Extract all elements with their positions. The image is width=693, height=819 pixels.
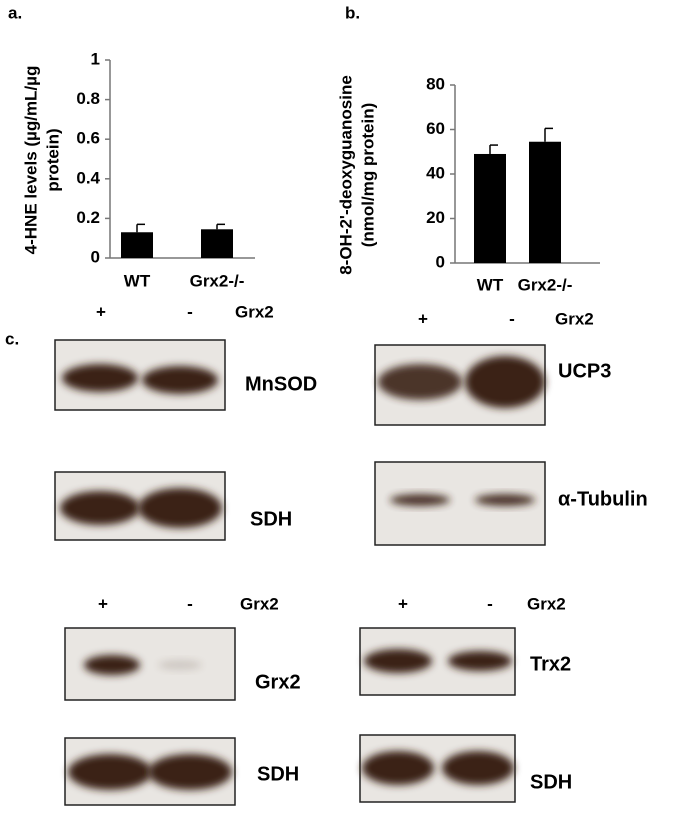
panel-label: b. [345, 3, 360, 22]
blot-band [158, 660, 202, 670]
bar [529, 141, 561, 263]
blot-band [378, 364, 462, 400]
blot-band [60, 491, 140, 525]
blot-band [362, 751, 434, 785]
lane-label: - [187, 594, 193, 613]
y-axis-label: (nmol/mg protein) [358, 103, 377, 247]
bar [201, 229, 233, 258]
lane-label: + [96, 302, 106, 321]
blot-band [148, 754, 232, 790]
band-label: Grx2 [255, 671, 301, 693]
y-tick-label: 0.4 [76, 168, 100, 187]
blot-band [138, 488, 222, 528]
blot-band [68, 754, 152, 790]
protein-label: Grx2 [235, 302, 274, 321]
blot-band [142, 366, 218, 394]
y-tick-label: 0.2 [76, 208, 100, 227]
x-tick-label: WT [477, 275, 504, 294]
protein-label: Grx2 [555, 309, 594, 328]
panel-label: a. [8, 3, 22, 22]
x-tick-label: Grx2-/- [190, 271, 245, 290]
lane-label: - [187, 302, 193, 321]
protein-label: Grx2 [240, 594, 279, 613]
lane-label: + [418, 309, 428, 328]
y-axis-label: 4-HNE levels (µg/mL/µg [21, 66, 40, 255]
y-tick-label: 1 [91, 49, 100, 68]
panel-label: c. [5, 329, 19, 348]
blot-band [390, 494, 450, 506]
band-label: SDH [530, 771, 572, 793]
lane-label: + [398, 594, 408, 613]
lane-label: - [509, 309, 515, 328]
blot-band [62, 364, 138, 392]
y-tick-label: 40 [426, 163, 445, 182]
band-label: SDH [250, 508, 292, 530]
lane-label: - [487, 594, 493, 613]
y-tick-label: 0.8 [76, 89, 100, 108]
x-tick-label: Grx2-/- [518, 275, 573, 294]
bar [474, 153, 506, 263]
blot-band [84, 655, 140, 675]
band-label: Trx2 [530, 653, 571, 675]
lane-label: + [98, 594, 108, 613]
y-tick-label: 0 [91, 247, 100, 266]
blot-band [364, 649, 432, 673]
band-label: MnSOD [245, 373, 317, 395]
y-tick-label: 0.6 [76, 129, 100, 148]
blot-band [442, 751, 514, 785]
bar [121, 232, 153, 258]
x-tick-label: WT [124, 271, 151, 290]
y-tick-label: 60 [426, 119, 445, 138]
band-label: α-Tubulin [558, 488, 648, 510]
y-axis-label: 8-OH-2'-deoxyguanosine [336, 75, 355, 275]
band-label: UCP3 [558, 360, 611, 382]
y-tick-label: 0 [436, 252, 445, 271]
y-axis-label: protein) [43, 128, 62, 191]
blot-band [465, 356, 545, 408]
blot-band [448, 651, 512, 671]
y-tick-label: 80 [426, 74, 445, 93]
protein-label: Grx2 [527, 594, 566, 613]
band-label: SDH [257, 763, 299, 785]
blot-band [475, 494, 535, 506]
y-tick-label: 20 [426, 208, 445, 227]
